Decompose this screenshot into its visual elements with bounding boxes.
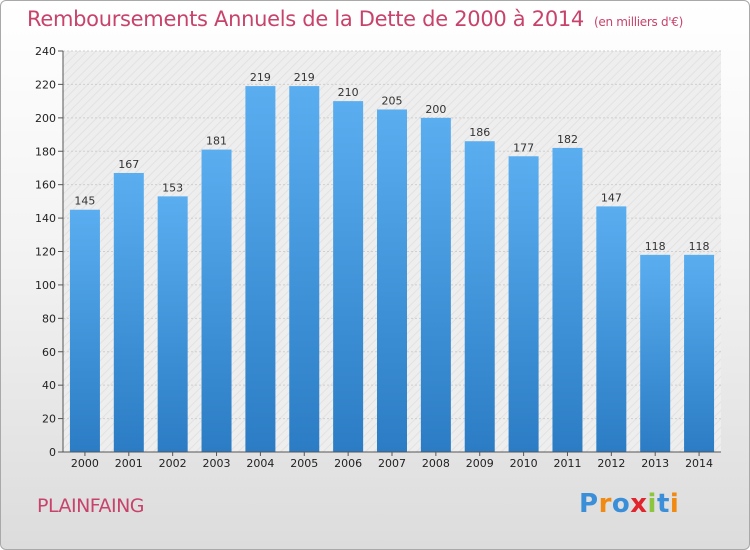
x-tick-label: 2004 [246,457,274,470]
logo-letter: t [656,489,670,519]
bar-value-label: 210 [338,86,359,99]
bar [377,109,407,453]
y-tick-label: 60 [42,346,56,359]
x-tick-label: 2001 [115,457,143,470]
x-tick-label: 2009 [466,457,494,470]
title-text: Remboursements Annuels de la Dette de 20… [27,7,584,31]
logo-letter: o [611,489,631,519]
bar-value-label: 200 [425,103,446,116]
y-tick-label: 40 [42,379,56,392]
y-tick-label: 100 [35,279,56,292]
bar-value-label: 118 [689,240,710,253]
x-tick-label: 2013 [641,457,669,470]
bar-value-label: 118 [645,240,666,253]
bar [552,147,583,453]
logo-letter: x [630,489,648,519]
bar-value-label: 219 [250,71,271,84]
bar [157,196,188,452]
proxiti-logo: Proxiti [579,489,679,519]
bar [201,149,232,452]
y-tick-label: 160 [35,179,56,192]
bar [245,86,276,453]
x-tick-label: 2003 [203,457,231,470]
x-tick-label: 2006 [334,457,362,470]
y-tick-label: 20 [42,413,56,426]
bar [333,101,364,452]
x-tick-label: 2002 [159,457,187,470]
bar [508,156,539,452]
x-tick-label: 2007 [378,457,406,470]
x-tick-label: 2000 [71,457,99,470]
y-tick-label: 140 [35,212,56,225]
x-tick-label: 2012 [597,457,625,470]
bar [684,254,715,452]
logo-letter: r [598,489,612,519]
bar-value-label: 219 [294,71,315,84]
x-tick-label: 2010 [510,457,538,470]
city-name: PLAINFAING [37,495,145,517]
y-tick-label: 120 [35,246,56,259]
bar-value-label: 186 [469,126,490,139]
chart-title: Remboursements Annuels de la Dette de 20… [27,7,683,31]
bars-group: 145 167 153 181 219 219 210 205 200 186 177 182 147 1… [69,71,715,453]
bar-value-label: 147 [601,191,622,204]
x-tick-label: 2011 [553,457,581,470]
bar-value-label: 167 [118,158,139,171]
x-tick-label: 2014 [685,457,713,470]
bar [464,141,495,452]
logo-letter: i [647,489,657,519]
y-tick-label: 240 [35,45,56,58]
y-tick-label: 220 [35,78,56,91]
x-tick-label: 2008 [422,457,450,470]
bar-value-label: 153 [162,181,183,194]
logo-letter: i [669,489,680,519]
bar [289,86,320,453]
bar-value-label: 177 [513,141,534,154]
bar [640,254,671,452]
y-tick-label: 0 [49,446,56,459]
bar [420,117,451,452]
axes-group: 0 20 40 60 80 100 120 140 160 180 200 220 240 2000 200… [35,45,721,470]
bar [69,209,100,452]
y-tick-label: 200 [35,112,56,125]
bar-value-label: 145 [74,195,95,208]
unit-label: (en milliers d'€) [594,15,684,29]
y-tick-label: 80 [42,312,56,325]
bar [113,172,144,453]
bar-value-label: 181 [206,135,227,148]
bar [596,206,627,452]
logo-letter: P [579,489,599,519]
y-tick-label: 180 [35,145,56,158]
bar-value-label: 205 [382,94,403,107]
x-tick-label: 2005 [290,457,318,470]
bar-value-label: 182 [557,133,578,146]
